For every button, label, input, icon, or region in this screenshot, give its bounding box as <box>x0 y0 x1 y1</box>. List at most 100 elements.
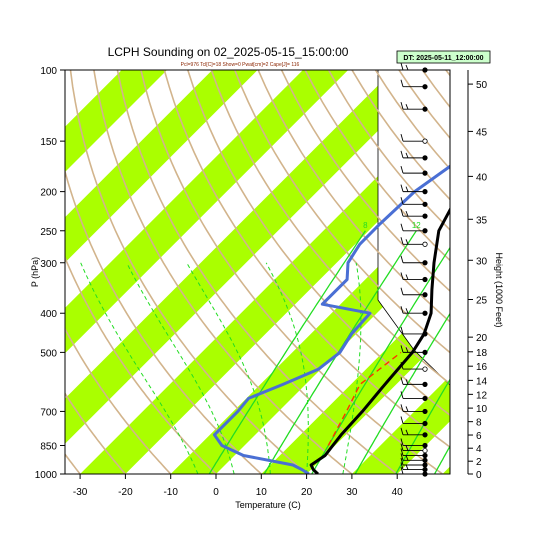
p-tick-label: 100 <box>40 66 57 77</box>
p-tick-label: 1000 <box>35 470 58 481</box>
wind-barb-flag <box>405 103 409 110</box>
series-parcel <box>327 351 402 446</box>
dry-adiabat <box>280 70 450 293</box>
height-tick-label: 25 <box>476 296 488 307</box>
wind-barb-flag <box>405 152 409 159</box>
x-tick-label: -30 <box>73 487 88 498</box>
series-dewpoint <box>212 164 450 474</box>
mixing-ratio-label: 20 <box>497 221 506 230</box>
wind-barb-flag <box>400 448 404 456</box>
dry-adiabat <box>445 70 450 77</box>
height-tick-label: 35 <box>476 215 488 226</box>
wind-barb-flag <box>400 427 404 435</box>
wind-station-dot <box>422 155 428 161</box>
mask-edge <box>377 70 450 386</box>
wind-barb-flag <box>400 197 404 205</box>
dry-adiabat <box>65 255 218 474</box>
mixing-ratio-label: 16 <box>456 221 465 230</box>
wind-barb-flag <box>400 404 404 412</box>
dry-adiabat <box>69 70 308 474</box>
wind-barb-flag <box>405 186 409 192</box>
wind-barb-flag <box>405 429 409 436</box>
svg-text:DT: 2025-05-11_12:00:00: DT: 2025-05-11_12:00:00 <box>403 55 483 62</box>
wind-station-dot <box>422 106 428 112</box>
wind-barb-flag <box>405 455 409 461</box>
dry-adiabat <box>65 391 127 474</box>
wind-barb-flag <box>400 462 404 470</box>
x-tick-label: -10 <box>163 487 178 498</box>
wind-barb-flag <box>405 379 409 385</box>
wind-station-dot <box>422 462 428 468</box>
wind-barb-flag <box>405 308 409 314</box>
x-axis: -30 -20 -10 0 10 20 30 40 <box>73 474 403 498</box>
height-tick-label: 50 <box>476 80 488 91</box>
dry-adiabat <box>140 70 444 474</box>
dry-adiabat <box>233 70 450 354</box>
dry-adiabat <box>116 70 399 474</box>
mixing-ratio-line <box>263 230 417 474</box>
height-tick-label: 12 <box>476 390 488 401</box>
p-tick-label: 300 <box>40 259 57 270</box>
height-tick-label: 14 <box>476 376 488 387</box>
wind-station-dot <box>422 201 428 207</box>
wind-station-dot <box>422 84 428 90</box>
wind-barb-flag <box>400 306 404 314</box>
isotherm-band <box>80 104 450 474</box>
height-axis-label: Height (1000 Feet) <box>494 252 504 327</box>
wind-station-dot <box>422 138 428 144</box>
mixing-ratio-line <box>354 312 450 474</box>
x-axis-label: Temperature (C) <box>235 500 301 510</box>
wind-barb-flag <box>400 272 404 280</box>
dry-adiabat <box>187 70 450 417</box>
isotherm-band <box>65 70 167 172</box>
wind-barb-flag <box>400 453 404 461</box>
p-tick-label: 700 <box>40 407 57 418</box>
wind-barb-flag <box>400 150 404 158</box>
wind-station-dot <box>422 457 428 463</box>
y-axis-label: P (hPa) <box>30 257 40 287</box>
x-tick-label: 10 <box>256 487 268 498</box>
wind-barb-flag <box>400 457 404 466</box>
wind-station-dot <box>422 170 428 176</box>
height-tick-label: 8 <box>476 418 482 429</box>
x-tick-label: 30 <box>346 487 358 498</box>
height-tick-label: 2 <box>476 457 482 468</box>
wind-barb-flag <box>400 255 404 263</box>
p-tick-label: 400 <box>40 309 57 320</box>
x-tick-label: -20 <box>118 487 133 498</box>
wind-station-dot <box>422 442 428 449</box>
wind-barb-flag <box>400 79 404 87</box>
chart-title: LCPH Sounding on 02_2025-05-15_15:00:00 <box>108 45 349 59</box>
height-tick-label: 4 <box>476 444 482 455</box>
wind-barb-flag <box>405 406 409 412</box>
height-tick-label: 18 <box>476 348 488 359</box>
wind-barbs <box>400 62 428 477</box>
mixing-ratio-label: 8 <box>363 221 368 230</box>
wind-barb-flag <box>400 102 404 110</box>
wind-barb-flag <box>405 445 409 451</box>
wind-station-dot <box>422 366 428 372</box>
p-tick-label: 250 <box>40 227 57 238</box>
wind-station-dot <box>422 381 428 387</box>
p-tick-label: 850 <box>40 441 57 452</box>
x-tick-label: 20 <box>301 487 313 498</box>
mixing-ratio-label: 12 <box>412 221 421 230</box>
wind-station-dot <box>422 213 428 219</box>
wind-station-dot <box>422 349 428 355</box>
wind-barb-flag <box>405 274 409 280</box>
dry-adiabat <box>210 70 450 385</box>
wind-barb-flag <box>405 347 409 353</box>
moist-adiabat <box>126 262 235 474</box>
wind-barb-flag <box>400 443 404 451</box>
dry-adiabat <box>163 70 450 449</box>
wind-barb-flag <box>400 287 404 295</box>
wind-barb-flag <box>400 361 404 370</box>
height-tick-label: 10 <box>476 404 488 415</box>
mixing-ratio-line <box>311 246 450 474</box>
height-axis: 0 2 4 6 8 10 12 14 16 18 20 25 30 35 40 45 50 <box>467 70 488 481</box>
mixing-ratio-label: 24 <box>536 221 540 230</box>
wind-station-dot <box>422 260 428 266</box>
wind-barb-flag <box>400 326 404 335</box>
p-tick-label: 150 <box>40 137 57 148</box>
